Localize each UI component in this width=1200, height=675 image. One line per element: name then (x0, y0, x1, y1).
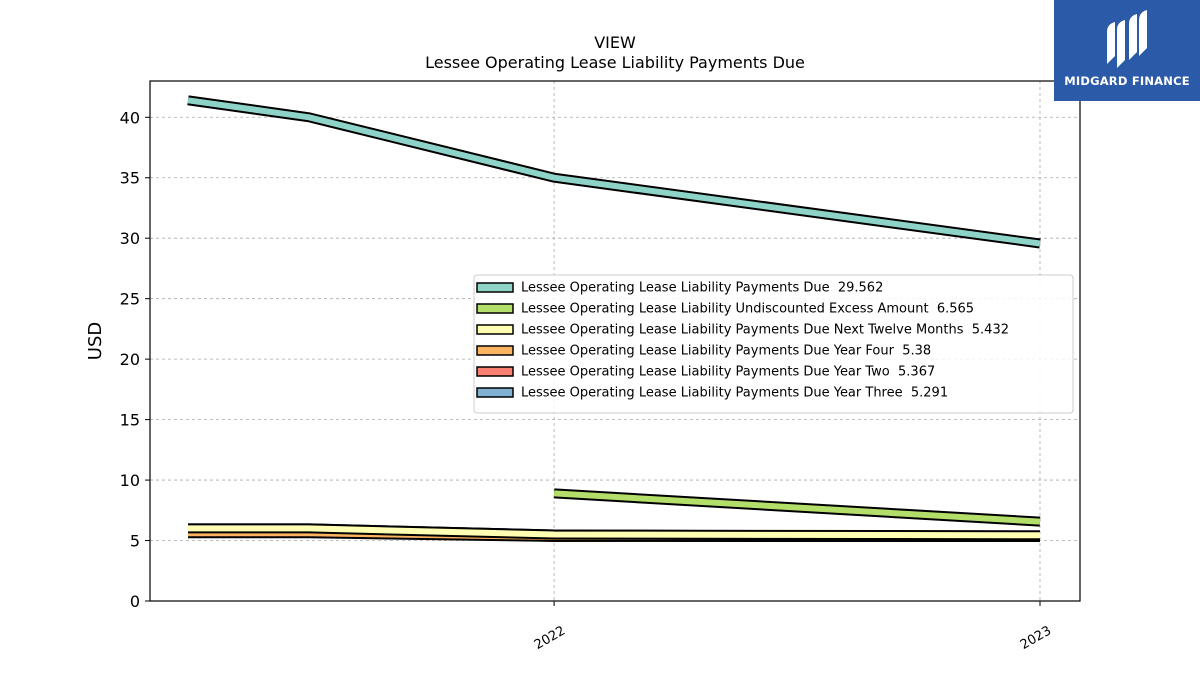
y-tick-label: 15 (120, 411, 140, 430)
y-axis-label: USD (85, 322, 106, 360)
legend-entry: Lessee Operating Lease Liability Payment… (521, 365, 935, 380)
y-tick-label: 30 (120, 229, 140, 248)
y-tick-label: 5 (130, 532, 140, 551)
legend-swatch (476, 282, 514, 293)
legend: Lessee Operating Lease Liability Payment… (473, 274, 1074, 414)
legend-entry: Lessee Operating Lease Liability Payment… (521, 323, 1009, 338)
brand-name: MIDGARD FINANCE (1064, 74, 1190, 88)
x-tick-label: 2022 (532, 623, 568, 653)
series-line-fill (188, 525, 1041, 539)
legend-swatch (476, 387, 514, 398)
legend-swatch (476, 324, 514, 335)
plot-frame (149, 80, 1081, 602)
chart-title: VIEW (594, 33, 636, 52)
legend-entry: Lessee Operating Lease Liability Payment… (521, 386, 948, 401)
series-line-fill (187, 97, 1041, 247)
y-tick-label: 0 (130, 592, 140, 611)
legend-box (473, 274, 1074, 414)
legend-entry: Lessee Operating Lease Liability Undisco… (521, 302, 974, 317)
series-line (188, 523, 1041, 541)
legend-swatch (476, 366, 514, 377)
series-line-fill (553, 490, 1041, 525)
y-tick-label: 40 (120, 108, 140, 127)
y-tick-label: 10 (120, 471, 140, 490)
series-line (553, 488, 1041, 527)
legend-swatch (476, 345, 514, 356)
series-line (187, 95, 1041, 249)
legend-entry: Lessee Operating Lease Liability Payment… (521, 281, 883, 296)
x-tick-label: 2023 (1018, 623, 1054, 653)
logo-mark-icon (1107, 10, 1147, 68)
chart-subtitle: Lessee Operating Lease Liability Payment… (425, 53, 805, 72)
y-tick-label: 25 (120, 290, 140, 309)
legend-entry: Lessee Operating Lease Liability Payment… (521, 344, 931, 359)
brand-logo: MIDGARD FINANCE (1054, 0, 1200, 101)
y-tick-label: 35 (120, 169, 140, 188)
legend-swatch (476, 303, 514, 314)
y-tick-label: 20 (120, 350, 140, 369)
